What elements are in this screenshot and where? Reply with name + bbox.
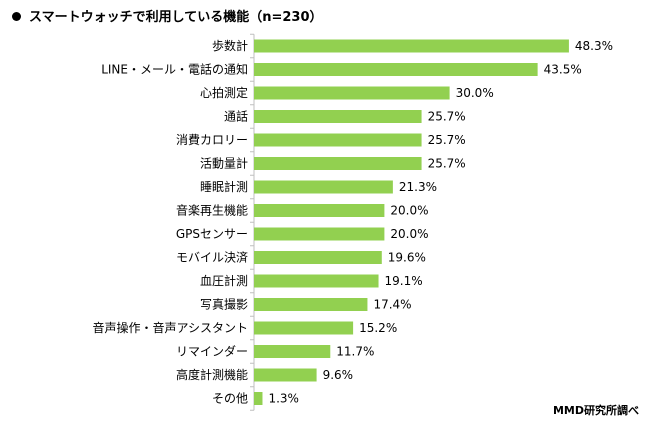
bar [254,110,422,123]
bar [254,368,317,382]
category-label: 睡眠計測 [200,179,248,194]
bullet-dot-icon [12,12,21,21]
category-label: 通話 [224,109,248,124]
bar [254,392,263,405]
bar [254,157,422,170]
data-label: 20.0% [390,227,428,241]
chart-title: スマートウォッチで利用している機能（n=230） [12,6,323,25]
category-label: その他 [212,392,248,406]
category-label: 音楽再生機能 [176,203,248,218]
bar [254,227,385,241]
category-label: リマインダー [176,344,248,359]
bar [254,204,385,217]
category-label: 心拍測定 [200,85,248,100]
data-label: 25.7% [428,133,466,147]
bar [254,251,382,264]
bar [254,345,331,358]
category-label: モバイル決済 [176,250,248,265]
category-label: GPSセンサー [176,227,248,241]
chart-title-text: スマートウォッチで利用している機能（n=230） [29,10,323,25]
bar [254,63,538,76]
bar [254,39,569,53]
data-label: 25.7% [428,157,466,171]
bar [254,133,422,147]
data-label: 21.3% [399,180,437,194]
category-label: LINE・メール・電話の通知 [101,62,248,77]
data-label: 19.6% [388,251,426,265]
category-label: 写真撮影 [200,298,248,312]
bar [254,298,368,311]
bar [254,321,354,335]
bar [254,86,450,100]
bar [254,180,393,194]
category-label: 歩数計 [212,38,248,53]
bar [254,274,379,288]
category-label: 血圧計測 [200,273,248,288]
category-label: 消費カロリー [176,132,248,147]
data-label: 43.5% [544,63,582,77]
source-credit: MMD研究所調べ [552,404,639,417]
data-label: 15.2% [359,321,397,335]
data-label: 20.0% [390,204,428,218]
data-label: 9.6% [323,368,354,382]
data-label: 1.3% [268,392,299,406]
data-label: 30.0% [456,86,494,100]
data-label: 25.7% [428,110,466,124]
category-label: 活動量計 [200,156,248,171]
data-label: 48.3% [575,39,613,53]
data-label: 17.4% [373,298,411,312]
data-label: 19.1% [385,274,423,288]
category-label: 音声操作・音声アシスタント [92,320,248,335]
data-label: 11.7% [336,345,374,359]
category-label: 高度計測機能 [176,367,248,382]
